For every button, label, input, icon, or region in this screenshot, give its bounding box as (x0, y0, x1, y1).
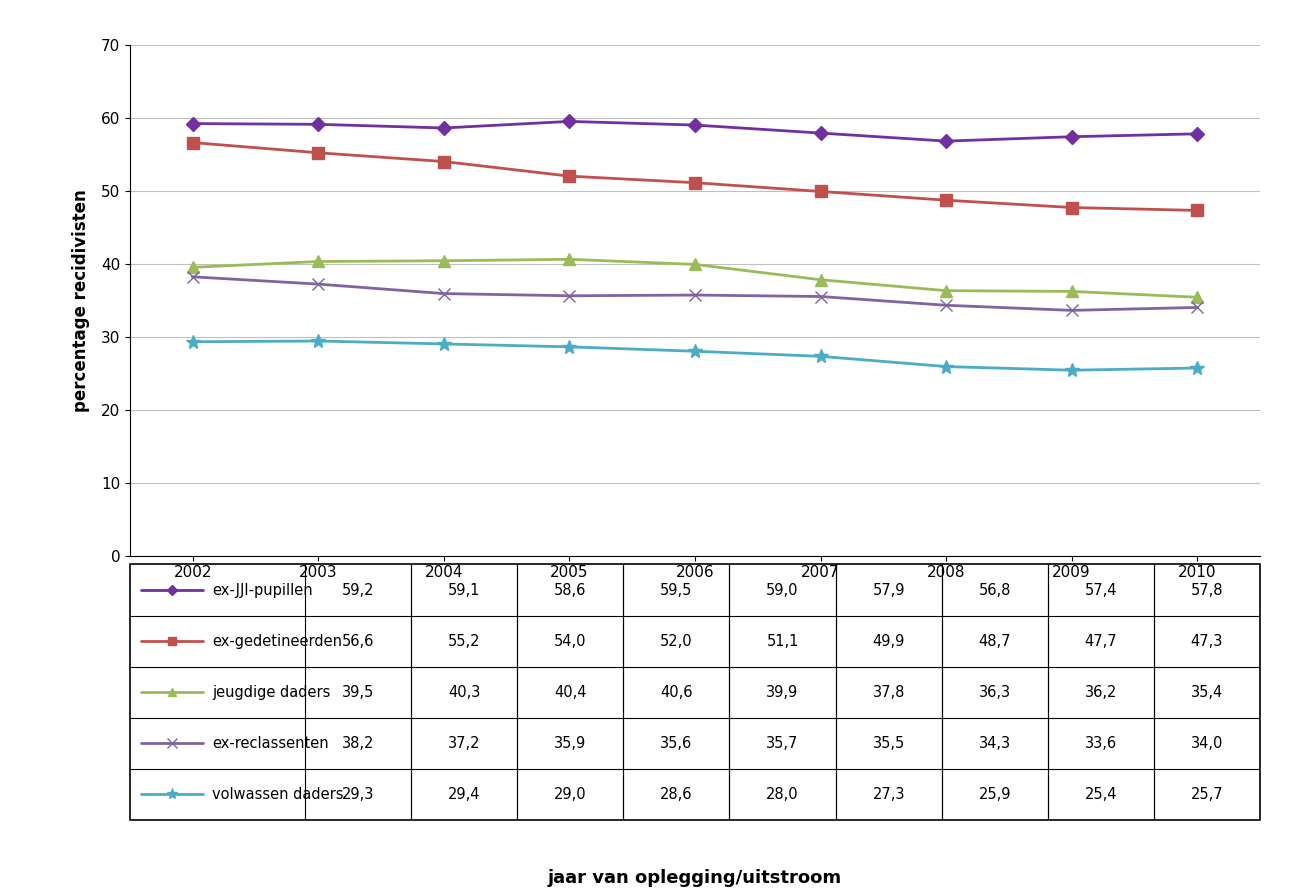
Text: 35,9: 35,9 (555, 736, 586, 751)
Text: volwassen daders: volwassen daders (213, 787, 344, 802)
Text: 25,4: 25,4 (1085, 787, 1117, 802)
Text: 38,2: 38,2 (342, 736, 374, 751)
Text: 59,0: 59,0 (766, 582, 799, 598)
Text: 35,6: 35,6 (660, 736, 692, 751)
Text: 47,7: 47,7 (1085, 633, 1117, 649)
Text: 39,5: 39,5 (342, 685, 374, 700)
Text: 35,4: 35,4 (1191, 685, 1224, 700)
Text: 34,3: 34,3 (978, 736, 1011, 751)
Text: ex-reclassenten: ex-reclassenten (213, 736, 329, 751)
Text: 34,0: 34,0 (1191, 736, 1224, 751)
Text: 54,0: 54,0 (555, 633, 587, 649)
Text: 57,9: 57,9 (873, 582, 905, 598)
Text: 55,2: 55,2 (448, 633, 481, 649)
Y-axis label: percentage recidivisten: percentage recidivisten (71, 189, 90, 411)
Text: 25,7: 25,7 (1191, 787, 1224, 802)
Text: 59,2: 59,2 (342, 582, 374, 598)
Text: 35,7: 35,7 (766, 736, 799, 751)
Text: 57,4: 57,4 (1085, 582, 1117, 598)
Text: 59,5: 59,5 (660, 582, 692, 598)
Text: 37,2: 37,2 (448, 736, 481, 751)
Text: jeugdige daders: jeugdige daders (213, 685, 331, 700)
Text: 49,9: 49,9 (873, 633, 905, 649)
Text: 28,0: 28,0 (766, 787, 799, 802)
Text: 59,1: 59,1 (448, 582, 481, 598)
Text: 35,5: 35,5 (873, 736, 905, 751)
Text: 36,3: 36,3 (978, 685, 1011, 700)
Text: 56,8: 56,8 (978, 582, 1011, 598)
Text: 47,3: 47,3 (1191, 633, 1224, 649)
Text: 25,9: 25,9 (978, 787, 1011, 802)
Text: 28,6: 28,6 (660, 787, 692, 802)
Text: 37,8: 37,8 (873, 685, 905, 700)
Text: 40,6: 40,6 (660, 685, 692, 700)
Text: 56,6: 56,6 (342, 633, 374, 649)
Text: 40,3: 40,3 (448, 685, 481, 700)
Text: 57,8: 57,8 (1191, 582, 1224, 598)
Text: 48,7: 48,7 (978, 633, 1011, 649)
Text: 29,0: 29,0 (555, 787, 587, 802)
Text: 29,4: 29,4 (448, 787, 481, 802)
Text: 52,0: 52,0 (660, 633, 692, 649)
Text: 27,3: 27,3 (873, 787, 905, 802)
Text: 58,6: 58,6 (555, 582, 587, 598)
Text: 40,4: 40,4 (555, 685, 587, 700)
Text: jaar van oplegging/uitstroom: jaar van oplegging/uitstroom (548, 869, 842, 887)
Text: 39,9: 39,9 (766, 685, 799, 700)
Text: 51,1: 51,1 (766, 633, 799, 649)
Text: 29,3: 29,3 (342, 787, 374, 802)
Text: ex-JJI-pupillen: ex-JJI-pupillen (213, 582, 313, 598)
Text: ex-gedetineerden: ex-gedetineerden (213, 633, 343, 649)
Text: 36,2: 36,2 (1085, 685, 1117, 700)
Text: 33,6: 33,6 (1085, 736, 1117, 751)
